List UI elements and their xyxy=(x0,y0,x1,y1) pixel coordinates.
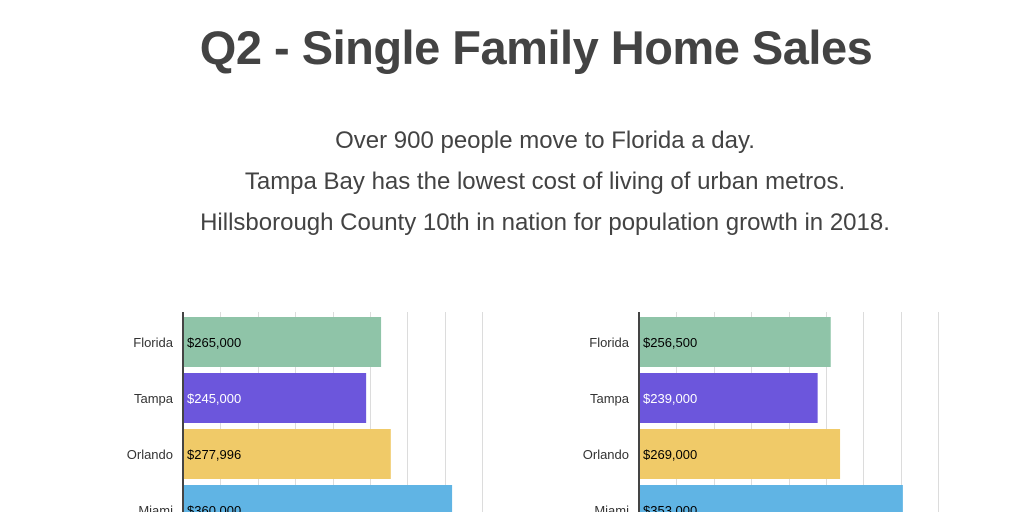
category-label: Orlando xyxy=(127,447,173,462)
data-label: $256,500 xyxy=(643,335,697,350)
category-label: Tampa xyxy=(590,391,630,406)
subtitle-line-3: Hillsborough County 10th in nation for p… xyxy=(200,209,890,236)
data-label: $353,000 xyxy=(643,503,697,512)
bar-chart-left: Florida $265,000 Tampa $245,000 Orlando $277,… xyxy=(0,300,483,512)
subtitle-line-1: Over 900 people move to Florida a day. xyxy=(335,127,755,154)
category-label: Florida xyxy=(133,335,174,350)
bar-orlando xyxy=(639,429,841,479)
bar-chart-right-svg: Florida $256,500 Tampa $239,000 Orlando $269,… xyxy=(583,312,939,512)
subtitle-line-2: Tampa Bay has the lowest cost of living … xyxy=(244,168,846,195)
bar-miami xyxy=(183,485,453,512)
page-title: Q2 - Single Family Home Sales xyxy=(199,21,873,74)
bar-chart-left-svg: Florida $265,000 Tampa $245,000 Orlando $277,… xyxy=(127,312,483,512)
data-label: $277,996 xyxy=(187,447,241,462)
bar-tampa xyxy=(183,373,367,423)
category-label: Orlando xyxy=(583,447,629,462)
data-label: $245,000 xyxy=(187,391,241,406)
category-label: Florida xyxy=(589,335,630,350)
data-label: $265,000 xyxy=(187,335,241,350)
bar-florida xyxy=(183,317,382,367)
data-label: $360,000 xyxy=(187,503,241,512)
bar-florida xyxy=(639,317,831,367)
category-label: Miami xyxy=(594,503,629,512)
bar-chart-right: Florida $256,500 Tampa $239,000 Orlando $269,… xyxy=(456,300,939,512)
category-label: Tampa xyxy=(134,391,174,406)
data-label: $239,000 xyxy=(643,391,697,406)
data-label: $269,000 xyxy=(643,447,697,462)
bar-miami xyxy=(639,485,903,512)
category-label: Miami xyxy=(138,503,173,512)
bar-orlando xyxy=(183,429,391,479)
bar-tampa xyxy=(639,373,818,423)
